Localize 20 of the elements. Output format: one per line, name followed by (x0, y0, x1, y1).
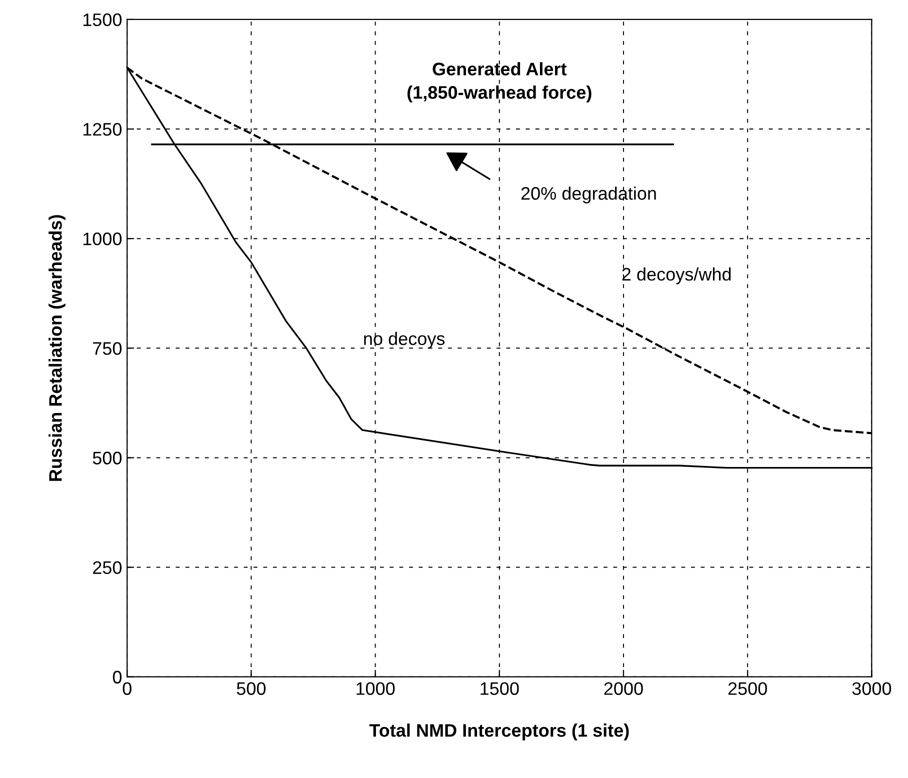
y-axis-title: Russian Retaliation (warheads) (48, 215, 66, 481)
y-tick-label: 500 (92, 452, 122, 464)
text: Generated Alert (1,850-warhead force) (407, 62, 592, 102)
x-tick-label: 2500 (728, 682, 767, 695)
annotation: 20% degradation (521, 186, 656, 204)
y-tick-label: 250 (93, 561, 122, 574)
y-tick-label: 1500 (83, 13, 122, 26)
x-tick-label: 2000 (604, 682, 643, 695)
annotation: 2 decoys/whd (622, 267, 731, 284)
annotation: no decoys (364, 332, 445, 349)
x-tick-label: 0 (122, 682, 132, 695)
y-tick-label: 0 (112, 670, 122, 684)
x-tick-label: 1500 (480, 682, 519, 695)
x-tick-label: 500 (236, 682, 266, 695)
y-tick-label: 1000 (83, 232, 122, 246)
y-tick-label: 750 (93, 342, 122, 355)
x-tick-label: 3000 (852, 682, 892, 695)
y-tick-label: 1250 (83, 122, 122, 136)
x-tick-label: 1000 (356, 682, 395, 695)
x-axis-title: Total NMD Interceptors (1 site) (369, 724, 629, 740)
